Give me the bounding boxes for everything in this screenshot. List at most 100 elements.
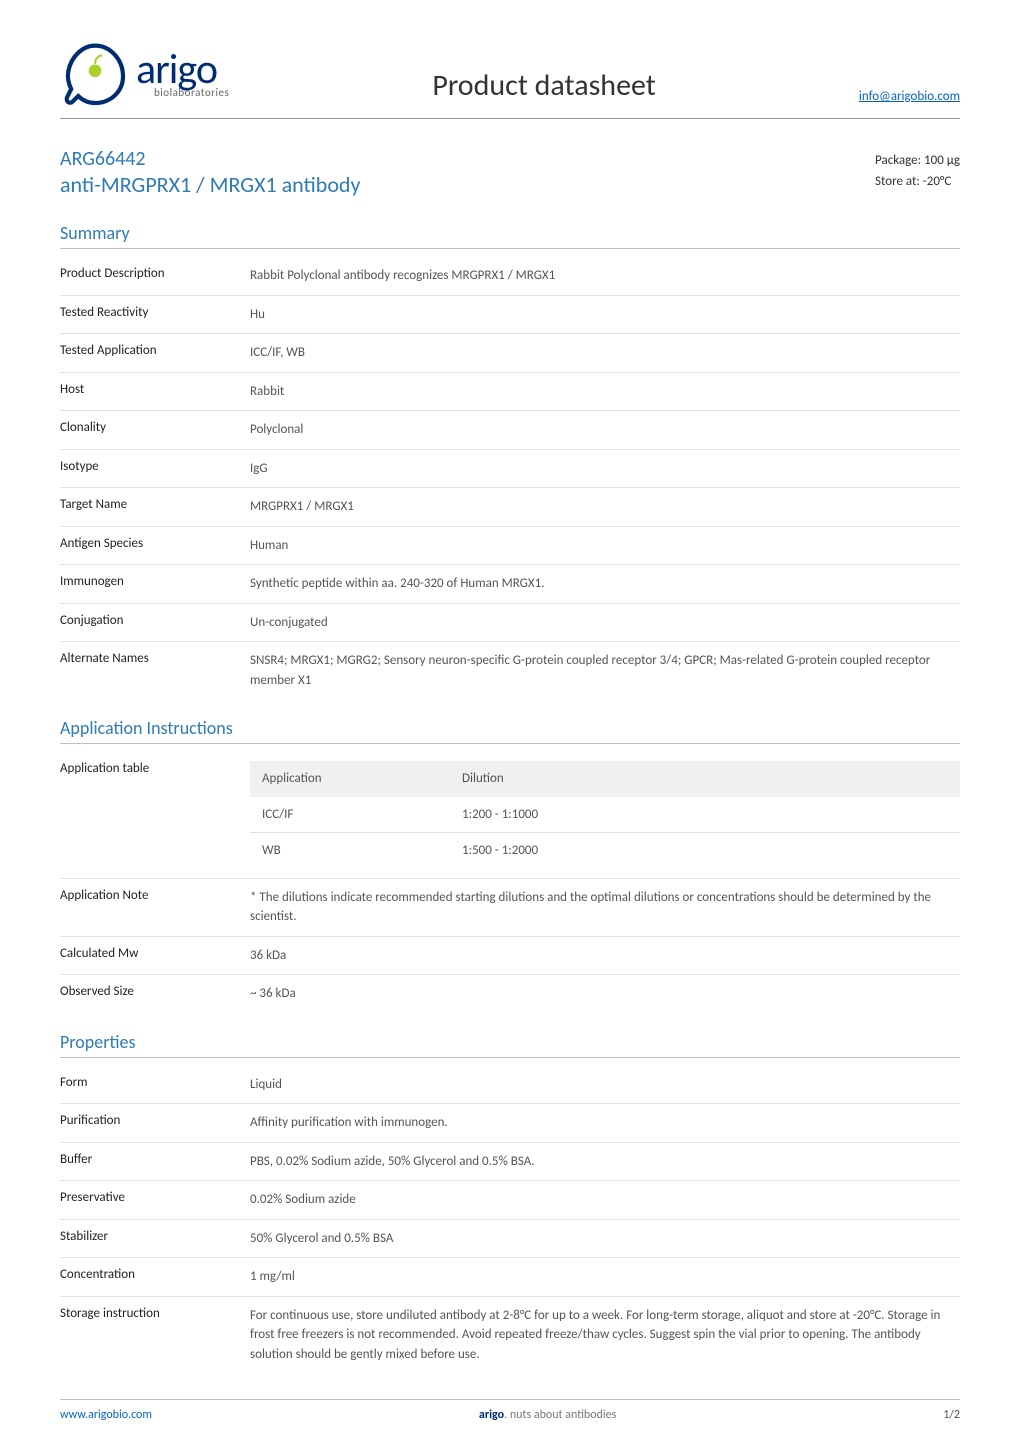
product-title-row: ARG66442 anti-MRGPRX1 / MRGX1 antibody P… [60,147,960,198]
app-kv-row-0: Application Note* The dilutions indicate… [60,879,960,937]
summary-row-1: Tested ReactivityHu [60,296,960,335]
summary-row-0: Product DescriptionRabbit Polyclonal ant… [60,257,960,296]
info-email-link[interactable]: info@arigobio.com [859,89,960,104]
property-row-0-key: Form [60,1075,250,1095]
summary-row-4-value: Polyclonal [250,420,960,440]
app-kv-list: Application Note* The dilutions indicate… [60,879,960,1013]
footer-tagline: arigo. nuts about antibodies [479,1408,616,1422]
app-kv-row-0-key: Application Note [60,888,250,927]
summary-row-8-value: Synthetic peptide within aa. 240-320 of … [250,574,960,594]
summary-row-9-key: Conjugation [60,613,250,633]
property-row-5: Concentration1 mg/ml [60,1258,960,1297]
footer-site-link[interactable]: www.arigobio.com [60,1408,152,1422]
summary-row-7-key: Antigen Species [60,536,250,556]
product-package: Package: 100 μg [875,151,960,172]
summary-row-2: Tested ApplicationICC/IF, WB [60,334,960,373]
summary-row-9: ConjugationUn-conjugated [60,604,960,643]
summary-row-2-key: Tested Application [60,343,250,363]
property-row-5-key: Concentration [60,1267,250,1287]
app-kv-row-1-key: Calculated Mw [60,946,250,966]
summary-row-6: Target NameMRGPRX1 / MRGX1 [60,488,960,527]
summary-row-1-value: Hu [250,305,960,325]
summary-row-1-key: Tested Reactivity [60,305,250,325]
page-container: arigo biolaboratories Product datasheet … [0,0,1020,1442]
property-row-2: BufferPBS, 0.02% Sodium azide, 50% Glyce… [60,1143,960,1182]
summary-row-3-key: Host [60,382,250,402]
datasheet-title: Product datasheet [432,67,655,104]
product-meta: Package: 100 μg Store at: -20°C [875,151,960,193]
properties-list: FormLiquidPurificationAffinity purificat… [60,1066,960,1374]
summary-list: Product DescriptionRabbit Polyclonal ant… [60,257,960,699]
property-row-3-value: 0.02% Sodium azide [250,1190,960,1210]
summary-row-3: HostRabbit [60,373,960,412]
summary-row-0-key: Product Description [60,266,250,286]
summary-row-4-key: Clonality [60,420,250,440]
app-table-cell-0-0: ICC/IF [250,797,450,833]
summary-row-2-value: ICC/IF, WB [250,343,960,363]
property-row-6-key: Storage instruction [60,1306,250,1365]
app-table-cell-0-1: 1:200 - 1:1000 [450,797,960,833]
header-row: arigo biolaboratories Product datasheet … [60,40,960,119]
summary-row-5: IsotypeIgG [60,450,960,489]
summary-row-10-key: Alternate Names [60,651,250,690]
app-kv-row-2: Observed Size~ 36 kDa [60,975,960,1013]
property-row-1: PurificationAffinity purification with i… [60,1104,960,1143]
summary-row-0-value: Rabbit Polyclonal antibody recognizes MR… [250,266,960,286]
section-heading-app-instr: Application Instructions [60,717,960,744]
product-code: ARG66442 [60,147,360,171]
property-row-1-value: Affinity purification with immunogen. [250,1113,960,1133]
summary-row-5-key: Isotype [60,459,250,479]
app-table-row-1: WB1:500 - 1:2000 [250,833,960,869]
app-kv-row-1: Calculated Mw36 kDa [60,937,960,976]
app-table-cell-1-0: WB [250,833,450,869]
property-row-2-key: Buffer [60,1152,250,1172]
property-row-0: FormLiquid [60,1066,960,1105]
property-row-4-key: Stabilizer [60,1229,250,1249]
app-table-cell-1-1: 1:500 - 1:2000 [450,833,960,869]
footer-tagline-rest: . nuts about antibodies [504,1408,616,1422]
property-row-3: Preservative0.02% Sodium azide [60,1181,960,1220]
table-header-row: Application Dilution [250,761,960,797]
property-row-5-value: 1 mg/ml [250,1267,960,1287]
property-row-4-value: 50% Glycerol and 0.5% BSA [250,1229,960,1249]
app-th-1: Dilution [450,761,960,797]
section-heading-properties: Properties [60,1031,960,1058]
logo-block: arigo biolaboratories [60,40,229,110]
app-kv-row-2-key: Observed Size [60,984,250,1004]
product-title-block: ARG66442 anti-MRGPRX1 / MRGX1 antibody [60,147,360,198]
app-table-label: Application table [60,761,250,776]
logo-mark-icon [60,40,130,110]
app-kv-row-0-value: * The dilutions indicate recommended sta… [250,888,960,927]
summary-row-6-key: Target Name [60,497,250,517]
summary-row-10-value: SNSR4; MRGX1; MGRG2; Sensory neuron-spec… [250,651,960,690]
product-storage: Store at: -20°C [875,172,960,193]
logo-text: arigo biolaboratories [136,51,229,100]
app-kv-row-1-value: 36 kDa [250,946,960,966]
summary-row-8: ImmunogenSynthetic peptide within aa. 24… [60,565,960,604]
section-heading-summary: Summary [60,222,960,249]
summary-row-6-value: MRGPRX1 / MRGX1 [250,497,960,517]
summary-row-9-value: Un-conjugated [250,613,960,633]
summary-row-7-value: Human [250,536,960,556]
property-row-3-key: Preservative [60,1190,250,1210]
app-table-row-0: ICC/IF1:200 - 1:1000 [250,797,960,833]
product-name: anti-MRGPRX1 / MRGX1 antibody [60,171,360,198]
summary-row-4: ClonalityPolyclonal [60,411,960,450]
property-row-2-value: PBS, 0.02% Sodium azide, 50% Glycerol an… [250,1152,960,1172]
summary-row-7: Antigen SpeciesHuman [60,527,960,566]
summary-row-8-key: Immunogen [60,574,250,594]
summary-row-5-value: IgG [250,459,960,479]
app-kv-row-2-value: ~ 36 kDa [250,984,960,1004]
property-row-4: Stabilizer50% Glycerol and 0.5% BSA [60,1220,960,1259]
app-table-wrap: Application Dilution ICC/IF1:200 - 1:100… [250,761,960,869]
summary-row-3-value: Rabbit [250,382,960,402]
property-row-1-key: Purification [60,1113,250,1133]
property-row-6: Storage instructionFor continuous use, s… [60,1297,960,1374]
app-table-row: Application table Application Dilution I… [60,752,960,879]
app-th-0: Application [250,761,450,797]
page-footer: www.arigobio.com arigo. nuts about antib… [60,1399,960,1422]
summary-row-10: Alternate NamesSNSR4; MRGX1; MGRG2; Sens… [60,642,960,699]
logo-subtitle: biolaboratories [154,86,229,99]
logo-name: arigo [136,51,229,89]
application-table: Application Dilution ICC/IF1:200 - 1:100… [250,761,960,869]
